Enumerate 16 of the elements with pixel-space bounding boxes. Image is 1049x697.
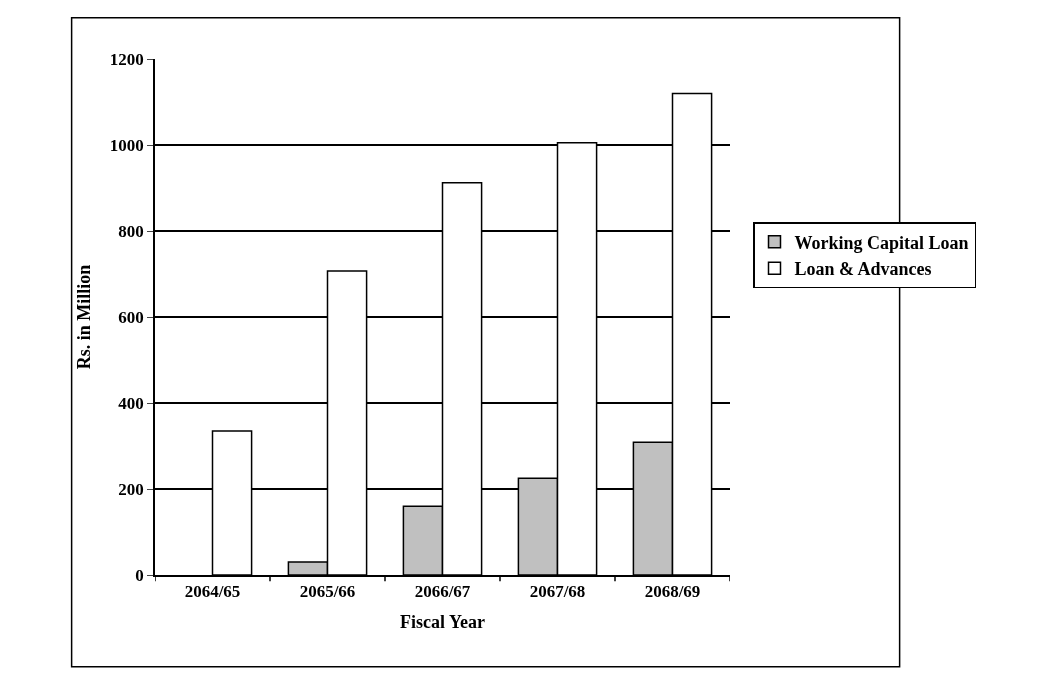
y-tick-label: 200 [118,479,144,499]
y-tick-label: 0 [135,565,144,585]
y-tick-label: 600 [118,307,144,327]
x-tick-label: 2067/68 [529,582,586,602]
x-tick-label: 2066/67 [414,582,471,602]
x-tick-label: 2064/65 [184,582,241,602]
y-tick-label: 1200 [109,49,144,69]
y-tick-label: 400 [118,393,144,413]
x-tick-label: 2065/66 [299,582,356,602]
legend-label: Working Capital Loan [794,232,969,253]
y-tick-label: 800 [118,221,144,241]
y-axis-title: Rs. in Million [73,264,94,370]
legend-label: Loan & Advances [794,259,932,280]
y-tick-label: 1000 [109,135,144,155]
x-axis-title: Fiscal Year [400,611,485,632]
x-tick-label: 2068/69 [644,582,701,602]
